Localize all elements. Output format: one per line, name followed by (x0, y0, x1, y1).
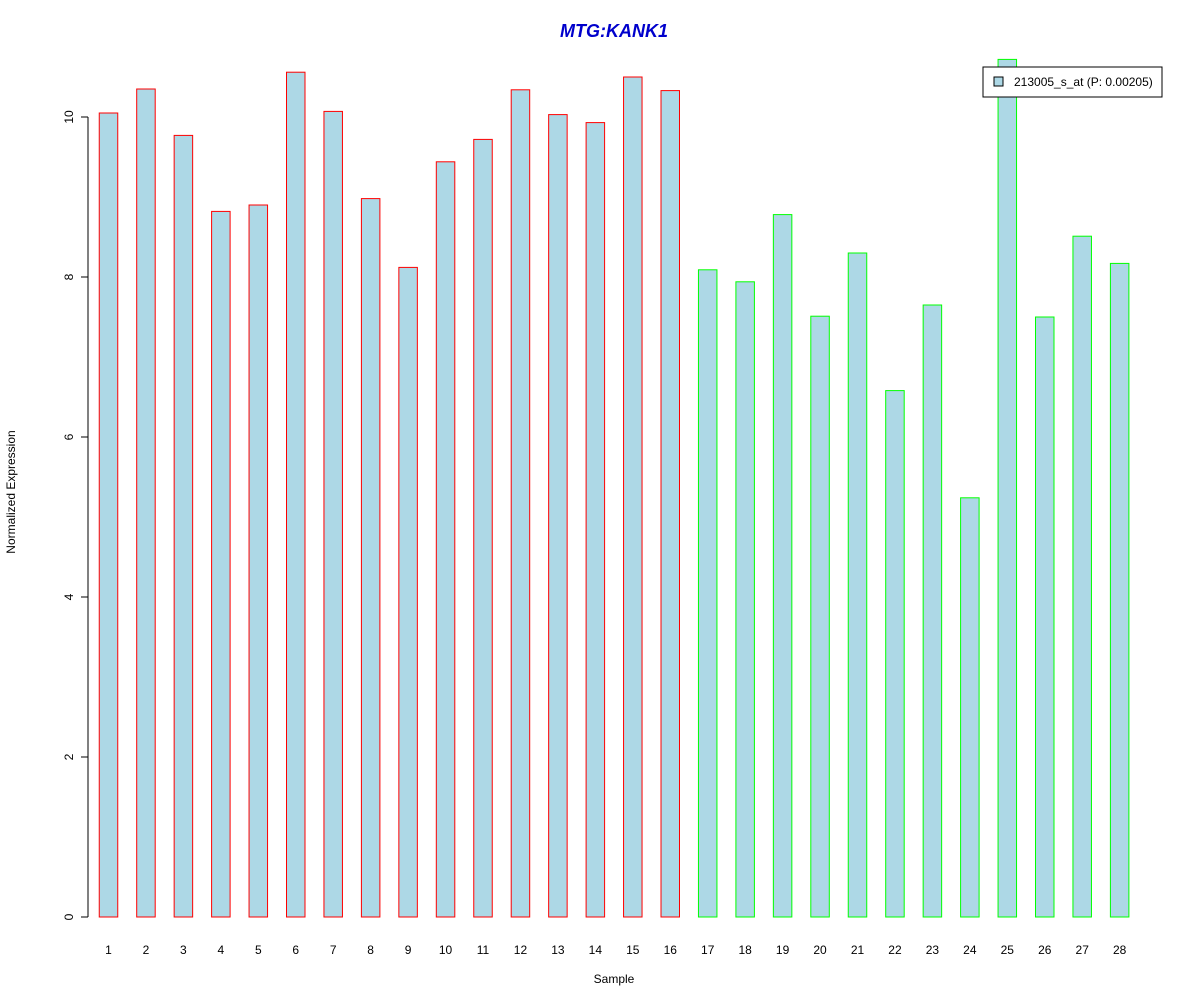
bar-sample-15 (623, 76, 643, 918)
y-tick-label: 4 (62, 593, 76, 600)
x-tick-label: 12 (514, 943, 528, 957)
bar-sample-17 (697, 269, 718, 918)
x-tick-label: 8 (367, 943, 374, 957)
x-tick-label: 25 (1001, 943, 1015, 957)
x-tick-label: 20 (813, 943, 827, 957)
bar-sample-16 (660, 90, 680, 918)
x-tick-label: 22 (888, 943, 902, 957)
legend-box (982, 66, 1163, 98)
x-tick-label: 7 (330, 943, 337, 957)
x-tick-label: 23 (926, 943, 940, 957)
x-tick-label: 3 (180, 943, 187, 957)
bar-sample-3 (173, 134, 194, 918)
bar-sample-2 (136, 88, 156, 918)
x-tick-label: 24 (963, 943, 977, 957)
x-tick-label: 9 (405, 943, 412, 957)
x-tick-label: 19 (776, 943, 790, 957)
chart-title: MTG:KANK1 (560, 21, 668, 41)
bar-sample-11 (473, 138, 493, 918)
bar-sample-14 (585, 122, 606, 918)
bar-sample-10 (435, 161, 456, 918)
bar-sample-7 (323, 110, 343, 918)
bar-sample-25 (997, 58, 1018, 918)
bar-sample-4 (211, 210, 231, 918)
x-tick-label: 6 (292, 943, 299, 957)
bar-sample-27 (1072, 235, 1092, 918)
y-tick-label: 8 (62, 273, 76, 280)
y-axis-title: Normalized Expression (4, 430, 18, 553)
bar-sample-12 (510, 89, 531, 918)
y-tick-label: 2 (62, 753, 76, 760)
x-tick-label: 11 (477, 943, 490, 957)
y-tick-label: 0 (62, 913, 76, 920)
bar-sample-5 (248, 204, 269, 918)
bar-sample-28 (1109, 262, 1130, 918)
bar-sample-24 (960, 497, 980, 918)
bar-sample-26 (1035, 316, 1055, 918)
bar-sample-6 (286, 71, 306, 918)
bar-sample-18 (735, 281, 755, 918)
bar-sample-23 (922, 304, 943, 918)
bar-sample-19 (772, 214, 793, 918)
y-axis: 0 2 4 6 8 10 (62, 110, 89, 920)
bar-sample-20 (810, 315, 830, 918)
legend: 213005_s_at (P: 0.00205) (982, 66, 1163, 98)
x-tick-label: 16 (664, 943, 678, 957)
legend-label: 213005_s_at (P: 0.00205) (1014, 75, 1153, 89)
bar-sample-1 (98, 112, 119, 918)
x-tick-label: 27 (1076, 943, 1090, 957)
bar-sample-13 (548, 114, 568, 918)
x-tick-label: 2 (143, 943, 150, 957)
x-tick-label: 14 (589, 943, 603, 957)
x-tick-label: 4 (218, 943, 225, 957)
y-tick-label: 6 (62, 433, 76, 440)
x-tick-label: 15 (626, 943, 640, 957)
x-tick-label: 21 (851, 943, 865, 957)
bar-sample-8 (360, 198, 381, 918)
x-tick-label: 5 (255, 943, 262, 957)
x-tick-label: 13 (551, 943, 565, 957)
x-tick-label: 18 (738, 943, 752, 957)
x-tick-label: 26 (1038, 943, 1052, 957)
bar-sample-21 (847, 252, 868, 918)
y-tick-label: 10 (62, 110, 76, 124)
x-tick-label: 28 (1113, 943, 1127, 957)
bar-sample-22 (885, 390, 905, 918)
bars (98, 58, 1130, 918)
x-tick-label: 10 (439, 943, 453, 957)
x-axis-title: Sample (594, 972, 635, 986)
legend-swatch (993, 76, 1004, 87)
x-tick-labels: 1 2 3 4 5 6 7 8 9 10 11 12 13 14 15 16 17 18 19 20 21 22 23 24 2… (105, 943, 1126, 957)
bar-sample-9 (398, 266, 418, 918)
x-tick-label: 1 (105, 943, 112, 957)
x-tick-label: 17 (701, 943, 715, 957)
